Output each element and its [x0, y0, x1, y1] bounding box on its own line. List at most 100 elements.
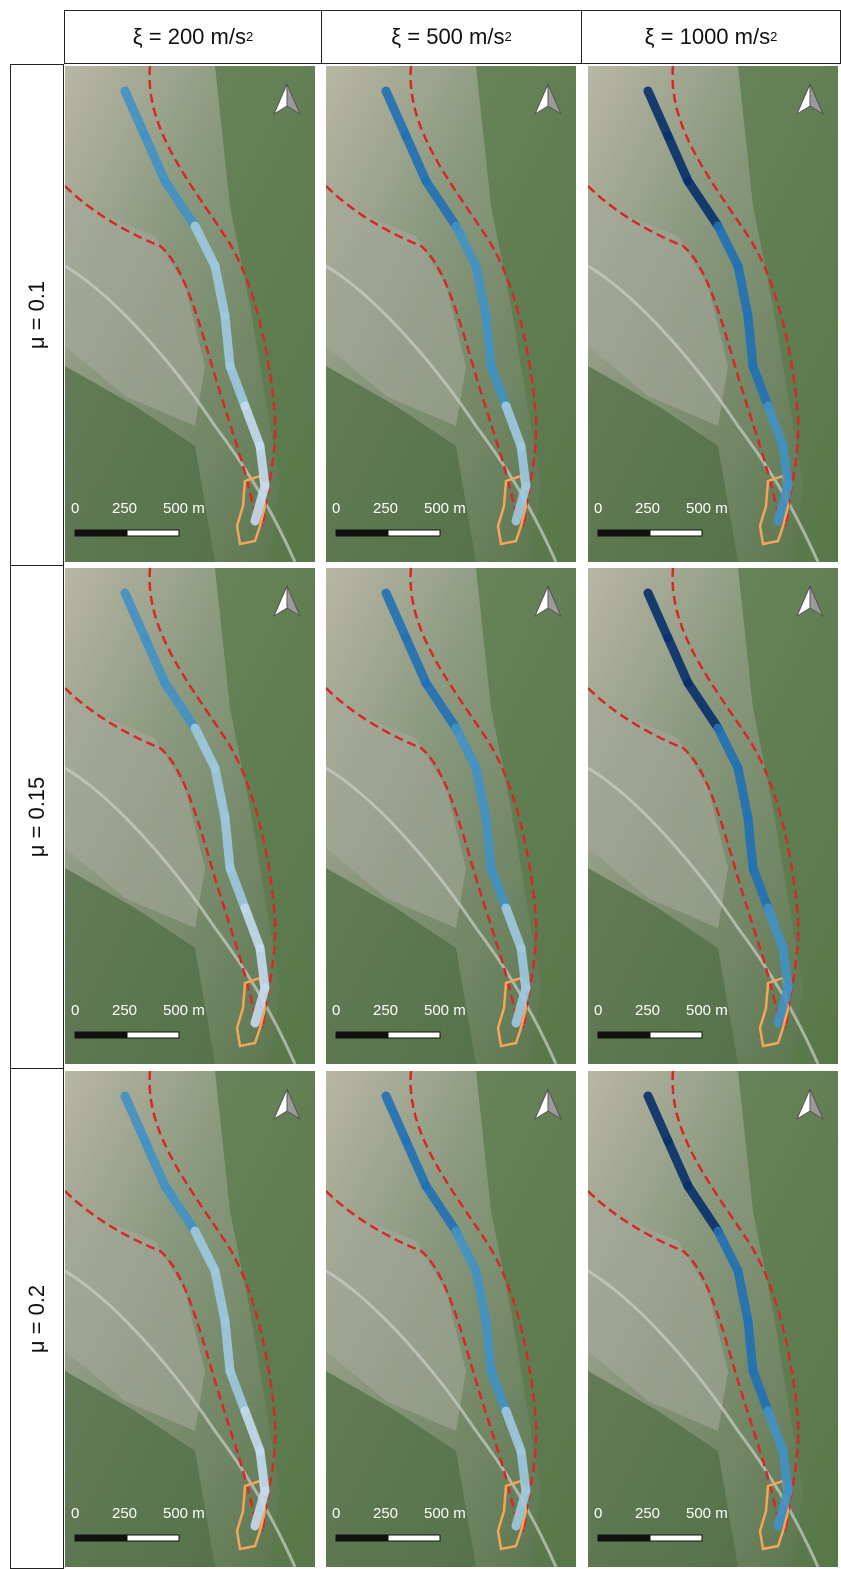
scale-bar-label: 500 m [424, 500, 466, 517]
flow-track-segment [778, 943, 793, 993]
flow-track-segment [501, 903, 526, 953]
map-panel: 0 250 500 m [326, 1071, 576, 1567]
flow-track-segment [481, 1316, 496, 1376]
river [326, 766, 558, 1064]
column-header-xi-200: ξ = 200 m/s 2 [64, 10, 322, 64]
boundary-line [588, 185, 787, 528]
river [65, 766, 297, 1064]
forest-area [326, 366, 476, 562]
flow-track-segment [255, 943, 270, 993]
flow-track-segment [778, 1446, 793, 1496]
boundary-line [65, 1190, 264, 1533]
map-panel: 0 250 500 m [588, 1071, 838, 1567]
flow-track-segment [190, 221, 220, 271]
flow-track-segment [220, 1316, 235, 1376]
flow-track-segment [210, 261, 230, 321]
scale-bar: 0 250 500 m [71, 1002, 205, 1039]
scale-bar-label: 250 [112, 1002, 137, 1019]
flow-track-segment [451, 723, 481, 773]
flow-track-segment [486, 361, 511, 411]
forest-area [588, 868, 738, 1064]
forest-area [738, 1071, 838, 1567]
forest-area [476, 66, 576, 562]
scale-bar: 0 250 500 m [71, 500, 205, 537]
north-arrow-icon [533, 585, 563, 618]
flow-track-segment [511, 1486, 531, 1531]
flow-track-segment [511, 983, 531, 1028]
scale-bar: 0 250 500 m [594, 1002, 728, 1039]
scale-bar-label: 0 [332, 1505, 340, 1522]
scale-bar-label: 0 [71, 500, 79, 517]
scree-slope [65, 698, 205, 928]
flow-track-segment [210, 763, 230, 823]
map-panel: 0 250 500 m [326, 66, 576, 562]
map-panel: 0 250 500 m [326, 568, 576, 1064]
north-arrow-icon [795, 1088, 825, 1121]
scale-bar: 0 250 500 m [594, 1505, 728, 1542]
scree-slope [65, 1201, 205, 1431]
boundary-line [671, 66, 800, 527]
forest-area [65, 868, 215, 1064]
river [588, 264, 820, 562]
map-panel: 0 250 500 m [65, 66, 315, 562]
flow-track-segment [643, 588, 673, 643]
boundary-line [409, 568, 538, 1029]
scale-bar-label: 250 [635, 1505, 660, 1522]
flow-track-segment [763, 903, 788, 953]
flow-track-segment [763, 401, 788, 451]
flow-track-segment [663, 131, 693, 186]
flow-track-segment [733, 763, 753, 823]
row-header-text: μ = 0.15 [24, 776, 49, 858]
scale-bar-label: 250 [635, 1002, 660, 1019]
flow-track-segment [210, 1266, 230, 1326]
flow-track-segment [743, 311, 758, 371]
scree-slope [588, 1201, 728, 1431]
aerial-map: 0 250 500 m [326, 568, 576, 1064]
flow-track-segment [516, 943, 531, 993]
boundary-line [588, 687, 787, 1030]
river [326, 264, 558, 562]
forest-area [738, 66, 838, 562]
flow-track-segment [140, 1136, 170, 1191]
row-header-mu-0-15: μ = 0.15 [10, 566, 64, 1069]
scree-slope [326, 698, 466, 928]
flow-track-segment [190, 723, 220, 773]
flow-track-segment [471, 261, 491, 321]
scale-bar-label: 0 [71, 1002, 79, 1019]
scale-bar-label: 500 m [163, 1002, 205, 1019]
flow-track-segment [381, 86, 411, 141]
aerial-map: 0 250 500 m [326, 1071, 576, 1567]
flow-track-segment [255, 441, 270, 491]
flow-track-segment [140, 131, 170, 186]
scale-bar-label: 250 [373, 500, 398, 517]
aerial-map: 0 250 500 m [65, 568, 315, 1064]
flow-track-segment [220, 813, 235, 873]
flow-track-segment [401, 131, 431, 186]
flow-track-segment [748, 1366, 773, 1416]
forest-area [326, 1371, 476, 1567]
forest-area [738, 568, 838, 1064]
flow-track-segment [381, 1091, 411, 1146]
boundary-line [588, 1190, 787, 1533]
flow-track-segment [683, 678, 723, 733]
forest-area [65, 366, 215, 562]
flow-track-segment [748, 863, 773, 913]
flow-track-segment [225, 863, 250, 913]
flow-track-segment [683, 1181, 723, 1236]
flow-track-segment [401, 1136, 431, 1191]
flow-track-segment [240, 401, 265, 451]
scale-bar-label: 0 [594, 1002, 602, 1019]
scree-slope [588, 196, 728, 426]
scale-bar-label: 500 m [424, 1505, 466, 1522]
boundary-line [671, 568, 800, 1029]
flow-track-segment [120, 1091, 150, 1146]
flow-track-segment [401, 633, 431, 688]
scale-bar-label: 0 [594, 1505, 602, 1522]
scale-bar: 0 250 500 m [332, 500, 466, 537]
flow-track-segment [225, 361, 250, 411]
flow-track-segment [778, 441, 793, 491]
map-panel: 0 250 500 m [65, 1071, 315, 1567]
forest-area [326, 868, 476, 1064]
flow-track-segment [743, 1316, 758, 1376]
north-arrow-icon [272, 83, 302, 116]
